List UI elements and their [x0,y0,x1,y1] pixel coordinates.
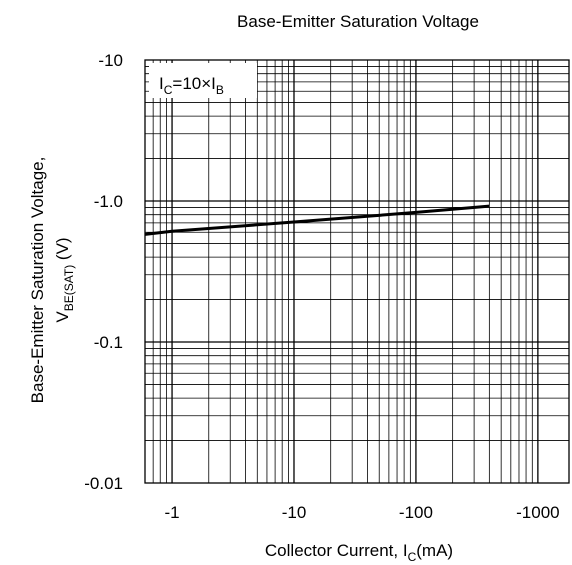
series-line [144,204,490,236]
y-axis-label: Base-Emitter Saturation Voltage, VBE(SAT… [28,157,76,404]
chart-title: Base-Emitter Saturation Voltage [237,12,479,31]
x-tick-label: -1000 [516,503,559,522]
y-tick-label: -0.1 [94,333,123,352]
y-tick-label: -1.0 [94,192,123,211]
x-tick-label: -1 [164,503,179,522]
annotation-sub-2: B [216,83,224,97]
annotation-part-2: =10×I [172,74,216,93]
x-tick-labels: -1 -10 -100 -1000 [164,503,559,522]
annotation-box [149,63,257,98]
x-axis-label-tail: (mA) [416,541,453,560]
condition-annotation: IC=10×IB [149,63,257,98]
x-axis-label-sub: C [408,550,417,564]
plot-frame [144,59,570,484]
annotation-sub-1: C [164,83,173,97]
y-axis-label-line2: VBE(SAT) (V) [53,237,76,322]
y-axis-label-tail: (V) [53,237,72,264]
x-tick-label: -100 [399,503,433,522]
annotation-label: IC=10×IB [159,74,224,97]
grid [144,60,569,483]
y-axis-label-line1: Base-Emitter Saturation Voltage, [28,157,47,404]
x-tick-label: -10 [282,503,307,522]
y-tick-label: -0.01 [84,474,123,493]
y-tick-labels: -0.01 -0.1 -1.0 -10 [84,51,123,493]
y-axis-label-sub: BE(SAT) [62,265,76,311]
y-tick-label: -10 [98,51,123,70]
y-axis-label-main: V [53,311,72,323]
series-layer [144,204,490,236]
x-axis-label: Collector Current, IC(mA) [265,541,453,564]
annotation-part-1: I [159,74,164,93]
x-axis-label-main: Collector Current, I [265,541,408,560]
